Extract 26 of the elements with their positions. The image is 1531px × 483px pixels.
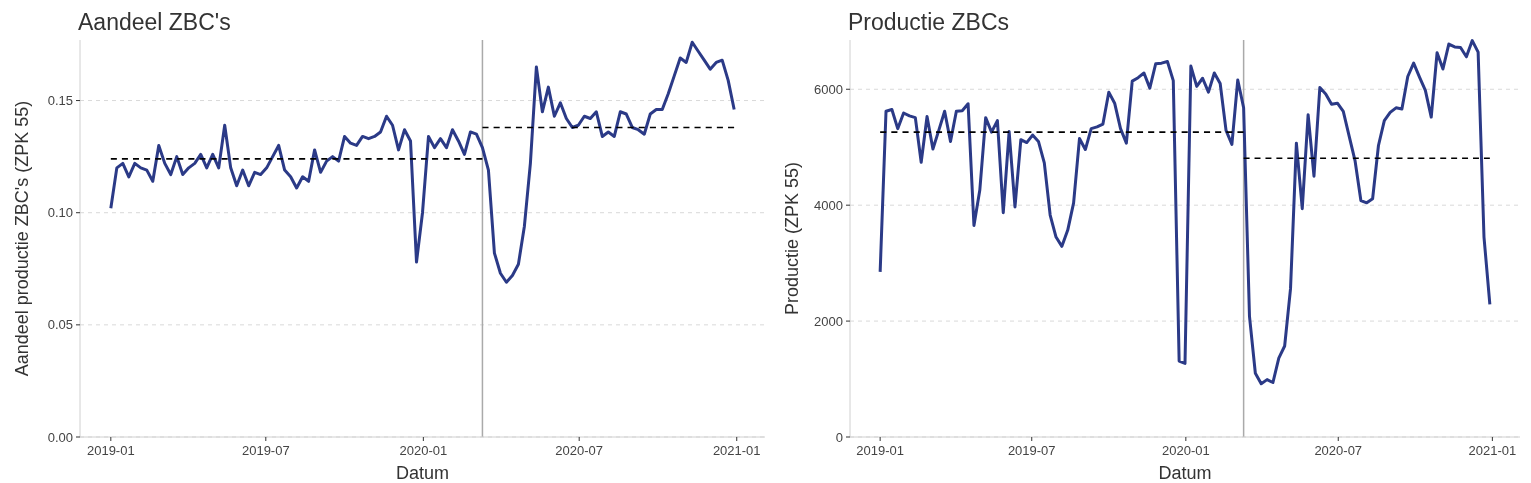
x-tick-label: 2020-07	[1314, 443, 1363, 458]
x-tick-label: 2021-01	[712, 443, 761, 458]
y-tick-label: 2000	[814, 313, 843, 329]
chart-title: Aandeel ZBC's	[78, 9, 231, 35]
x-tick-label: 2019-07	[241, 443, 290, 458]
y-tick-label: 0.10	[47, 205, 73, 221]
x-tick-label: 2019-01	[86, 443, 135, 458]
y-tick-label: 0.05	[47, 317, 73, 333]
x-tick-label: 2021-01	[1468, 443, 1517, 458]
y-axis-title: Productie (ZPK 55)	[782, 161, 802, 316]
y-axis-title: Aandeel productie ZBC's (ZPK 55)	[12, 100, 32, 377]
y-tick-label: 0.00	[47, 429, 73, 445]
x-tick-label: 2020-01	[399, 443, 448, 458]
x-axis-title: Datum	[1158, 463, 1212, 483]
x-axis-title: Datum	[395, 463, 450, 483]
x-tick-label: 2019-01	[856, 443, 905, 458]
x-tick-label: 2020-01	[1161, 443, 1210, 458]
y-tick-label: 6000	[814, 81, 843, 97]
x-tick-label: 2019-07	[1007, 443, 1056, 458]
line-series	[878, 39, 1492, 386]
y-tick-label: 0.15	[47, 93, 73, 109]
x-tick-label: 2020-07	[555, 443, 604, 458]
y-tick-label: 0	[835, 429, 843, 445]
line-series	[109, 40, 736, 284]
y-tick-label: 4000	[814, 197, 843, 213]
chart-title: Productie ZBCs	[848, 9, 1010, 35]
